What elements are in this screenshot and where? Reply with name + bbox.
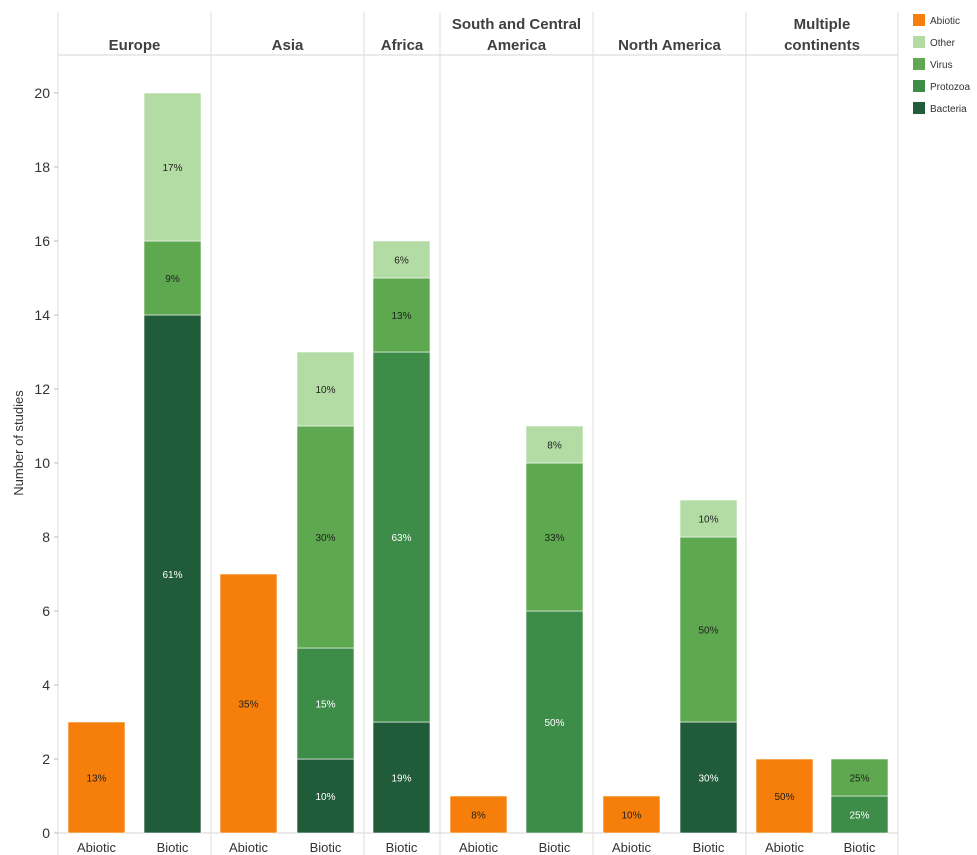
x-category-label: Biotic [386, 840, 418, 855]
x-category-label: Abiotic [459, 840, 499, 855]
bar-data-label: 50% [774, 792, 794, 803]
y-tick-label: 2 [42, 751, 50, 767]
y-tick-label: 14 [34, 307, 50, 323]
legend-swatch [913, 80, 925, 92]
panel-title: South and Central [452, 16, 581, 33]
panel-title: America [487, 37, 547, 54]
bar-segment [143, 240, 202, 316]
panel-title: Multiple [794, 16, 851, 33]
y-tick-label: 18 [34, 159, 50, 175]
y-tick-label: 10 [34, 455, 50, 471]
bar-segment [372, 351, 431, 723]
bar-segment [679, 499, 738, 538]
bar-data-label: 33% [544, 533, 564, 544]
bar-data-label: 13% [86, 774, 106, 785]
bar-data-label: 30% [315, 533, 335, 544]
bar-segment [372, 721, 431, 834]
bar-segment [372, 240, 431, 279]
bar-data-label: 30% [698, 774, 718, 785]
bar-data-label: 13% [391, 311, 411, 322]
y-axis-title: Number of studies [11, 390, 26, 496]
x-category-label: Biotic [693, 840, 725, 855]
bar-segment [525, 610, 584, 834]
bar-segment [525, 462, 584, 612]
bar-segment [143, 92, 202, 242]
bar-data-label: 10% [315, 792, 335, 803]
y-tick-label: 0 [42, 825, 50, 841]
bar-data-label: 61% [162, 570, 182, 581]
bar-data-label: 15% [315, 700, 335, 711]
bar-segment [296, 647, 355, 760]
y-tick-label: 8 [42, 529, 50, 545]
bar-segment [219, 573, 278, 834]
legend-label: Abiotic [930, 16, 960, 27]
panel-title: continents [784, 37, 860, 54]
bar-segment [602, 795, 661, 834]
bar-segment [296, 351, 355, 427]
legend-swatch [913, 14, 925, 26]
y-tick-label: 6 [42, 603, 50, 619]
bar-data-label: 9% [165, 274, 180, 285]
bar-data-label: 50% [698, 626, 718, 637]
bar-data-label: 8% [547, 441, 562, 452]
panel-title: Africa [381, 37, 424, 54]
x-category-label: Biotic [844, 840, 876, 855]
bar-segment [143, 314, 202, 834]
bar-segment [830, 758, 889, 797]
bar-data-label: 6% [394, 256, 409, 267]
y-tick-label: 20 [34, 85, 50, 101]
bar-data-label: 10% [621, 811, 641, 822]
bar-data-label: 8% [471, 811, 486, 822]
bar-data-label: 17% [162, 163, 182, 174]
bar-segment [679, 721, 738, 834]
legend-label: Other [930, 38, 956, 49]
y-tick-label: 4 [42, 677, 50, 693]
x-category-label: Biotic [310, 840, 342, 855]
panel-title: North America [618, 37, 721, 54]
bar-data-label: 25% [849, 774, 869, 785]
x-category-label: Abiotic [229, 840, 269, 855]
bar-segment [67, 721, 126, 834]
bar-segment [525, 425, 584, 464]
x-category-label: Biotic [157, 840, 189, 855]
bar-data-label: 63% [391, 533, 411, 544]
x-category-label: Abiotic [765, 840, 805, 855]
panel-title: Asia [272, 37, 304, 54]
legend-label: Protozoa [930, 82, 970, 93]
bar-segment [372, 277, 431, 353]
legend-swatch [913, 102, 925, 114]
bar-data-label: 35% [238, 700, 258, 711]
x-category-label: Abiotic [77, 840, 117, 855]
bar-data-label: 50% [544, 718, 564, 729]
bar-data-label: 25% [849, 811, 869, 822]
x-category-label: Abiotic [612, 840, 652, 855]
bar-segment [296, 758, 355, 834]
bar-segment [679, 536, 738, 723]
legend-label: Virus [930, 60, 953, 71]
bar-segment [755, 758, 814, 834]
legend-label: Bacteria [930, 104, 967, 115]
bar-data-label: 19% [391, 774, 411, 785]
bar-data-label: 10% [698, 515, 718, 526]
x-category-label: Biotic [539, 840, 571, 855]
y-tick-label: 12 [34, 381, 50, 397]
legend-swatch [913, 36, 925, 48]
panel-title: Europe [109, 37, 161, 54]
bar-data-label: 10% [315, 385, 335, 396]
y-tick-label: 16 [34, 233, 50, 249]
legend-swatch [913, 58, 925, 70]
bar-segment [449, 795, 508, 834]
bar-segment [296, 425, 355, 649]
